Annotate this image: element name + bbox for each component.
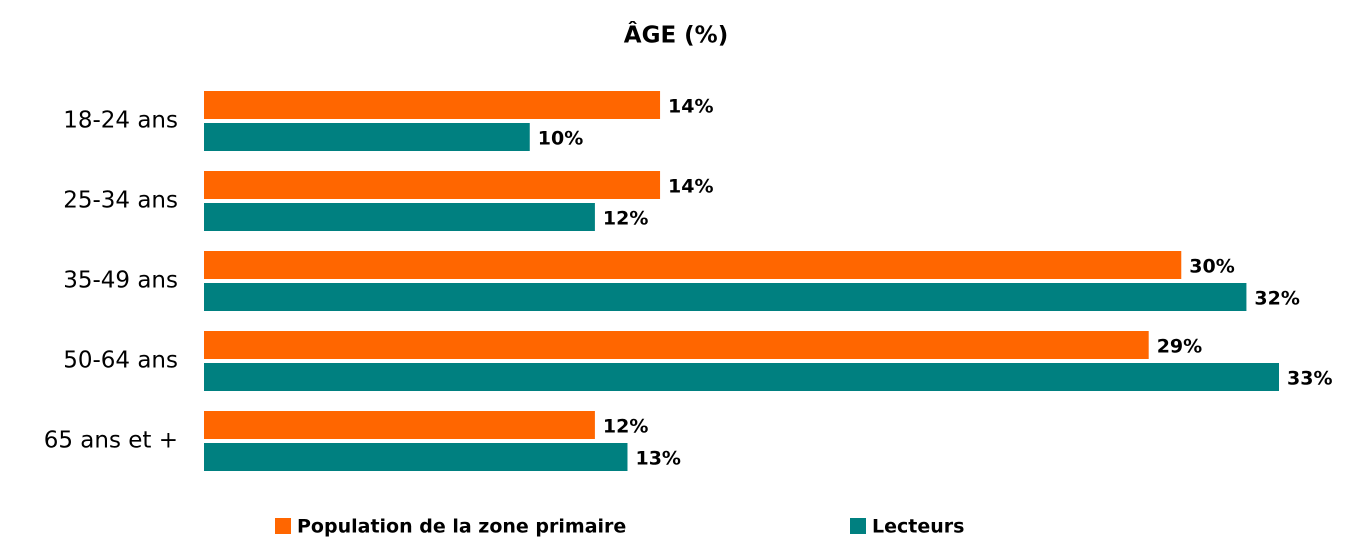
category-label: 18-24 ans [63, 108, 178, 134]
bar [204, 443, 628, 471]
legend-swatch [275, 518, 291, 534]
category-label: 35-49 ans [63, 268, 178, 294]
bar [204, 363, 1279, 391]
value-label: 32% [1254, 288, 1299, 310]
bar [204, 203, 595, 231]
bar [204, 91, 661, 119]
bar [204, 171, 661, 199]
bar [204, 123, 530, 151]
value-label: 10% [538, 128, 583, 150]
bar [204, 411, 595, 439]
value-label: 14% [668, 96, 713, 118]
value-label: 12% [603, 416, 648, 438]
bar [204, 283, 1247, 311]
value-label: 29% [1157, 336, 1202, 358]
category-label: 65 ans et + [44, 428, 178, 454]
bar [204, 251, 1182, 279]
value-label: 14% [668, 176, 713, 198]
legend-label: Lecteurs [872, 516, 964, 538]
category-label: 50-64 ans [63, 348, 178, 374]
legend-label: Population de la zone primaire [297, 516, 626, 538]
chart-title: ÂGE (%) [624, 21, 728, 49]
value-label: 13% [635, 448, 680, 470]
category-label: 25-34 ans [63, 188, 178, 214]
bar [204, 331, 1149, 359]
value-label: 30% [1189, 256, 1234, 278]
value-label: 33% [1287, 368, 1332, 390]
value-label: 12% [603, 208, 648, 230]
legend-swatch [850, 518, 866, 534]
